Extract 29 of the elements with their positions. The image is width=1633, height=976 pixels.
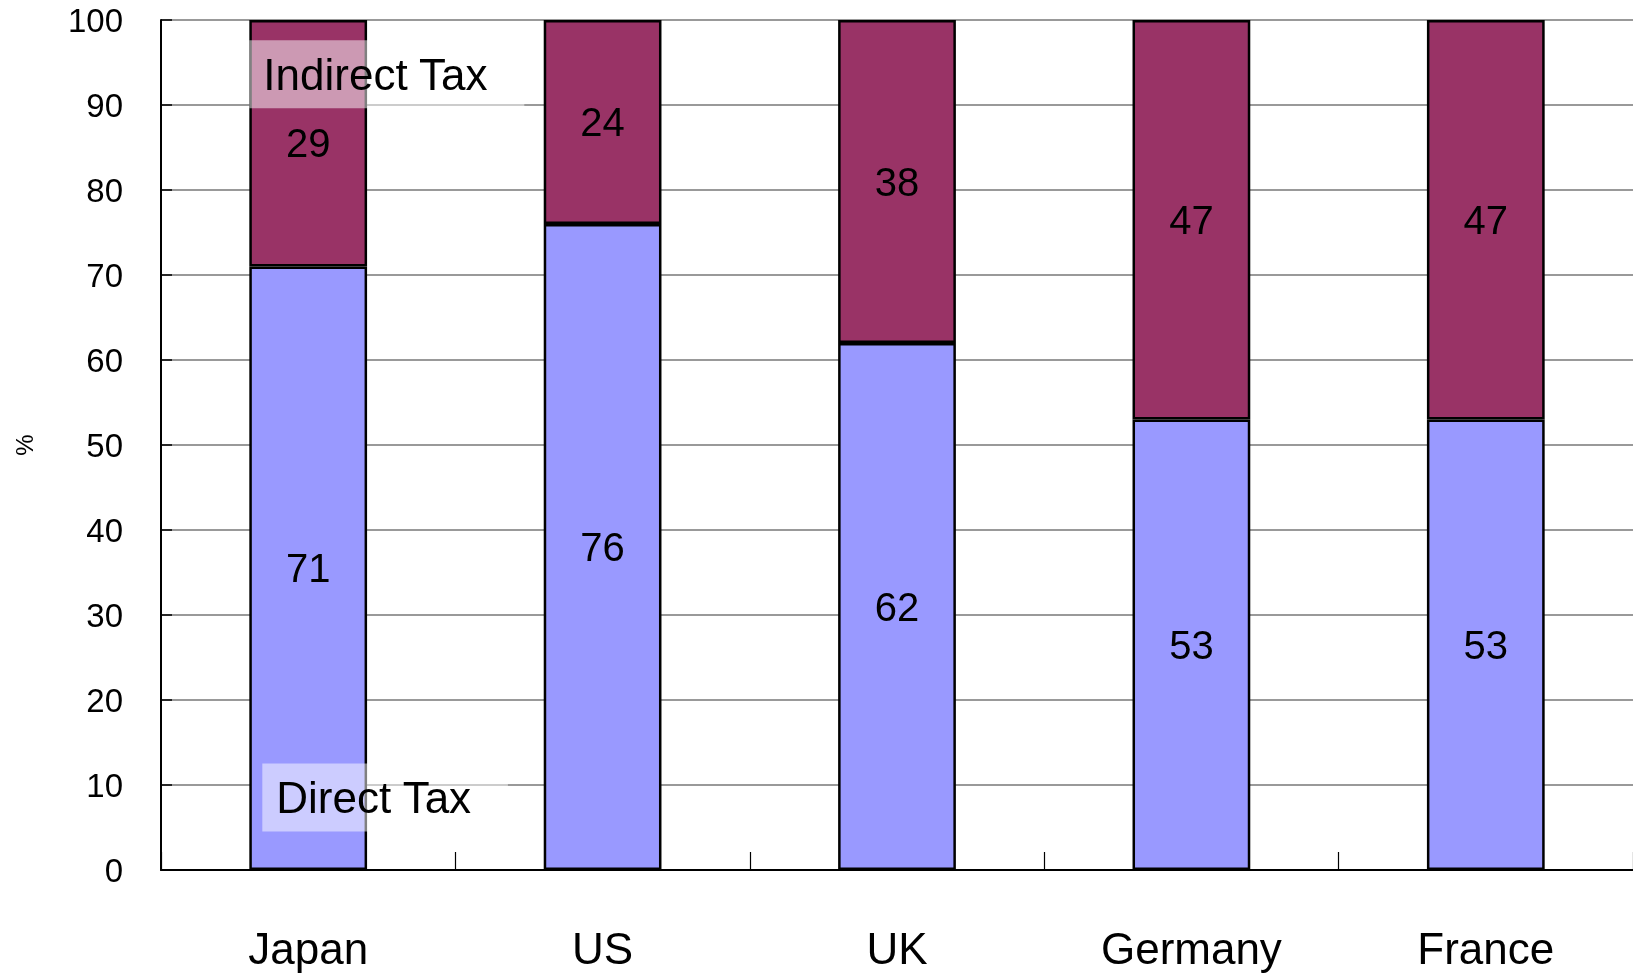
y-tick-label: 20 (86, 681, 123, 719)
data-label: 62 (874, 584, 920, 629)
x-tick-label: Germany (1100, 923, 1282, 973)
data-label: 53 (1169, 622, 1214, 667)
data-label: 24 (580, 100, 625, 144)
y-tick-label: 60 (86, 341, 123, 379)
y-tick-label: 50 (86, 426, 123, 464)
x-tick-label: France (1417, 923, 1555, 973)
y-axis-title: % (10, 434, 38, 456)
series-label: Direct Tax (276, 773, 472, 823)
data-label: 71 (285, 546, 331, 591)
y-tick-label: 0 (104, 851, 123, 889)
data-label: 47 (1169, 197, 1214, 242)
x-tick-label: UK (866, 923, 928, 973)
y-tick-label: 100 (67, 1, 123, 39)
x-tick-label: Japan (248, 923, 369, 973)
y-tick-label: 10 (86, 766, 123, 804)
data-label: 53 (1463, 622, 1509, 667)
y-tick-label: 30 (86, 596, 123, 634)
data-label: 47 (1463, 197, 1509, 242)
y-tick-label: 80 (86, 171, 123, 209)
data-label: 38 (874, 159, 920, 204)
x-tick-label: US (572, 923, 634, 973)
y-tick-label: 40 (86, 511, 123, 549)
y-tick-label: 70 (86, 256, 123, 294)
y-tick-label: 90 (86, 86, 123, 124)
data-label: 29 (285, 121, 331, 166)
data-label: 76 (580, 525, 625, 569)
series-label: Indirect Tax (263, 49, 488, 99)
